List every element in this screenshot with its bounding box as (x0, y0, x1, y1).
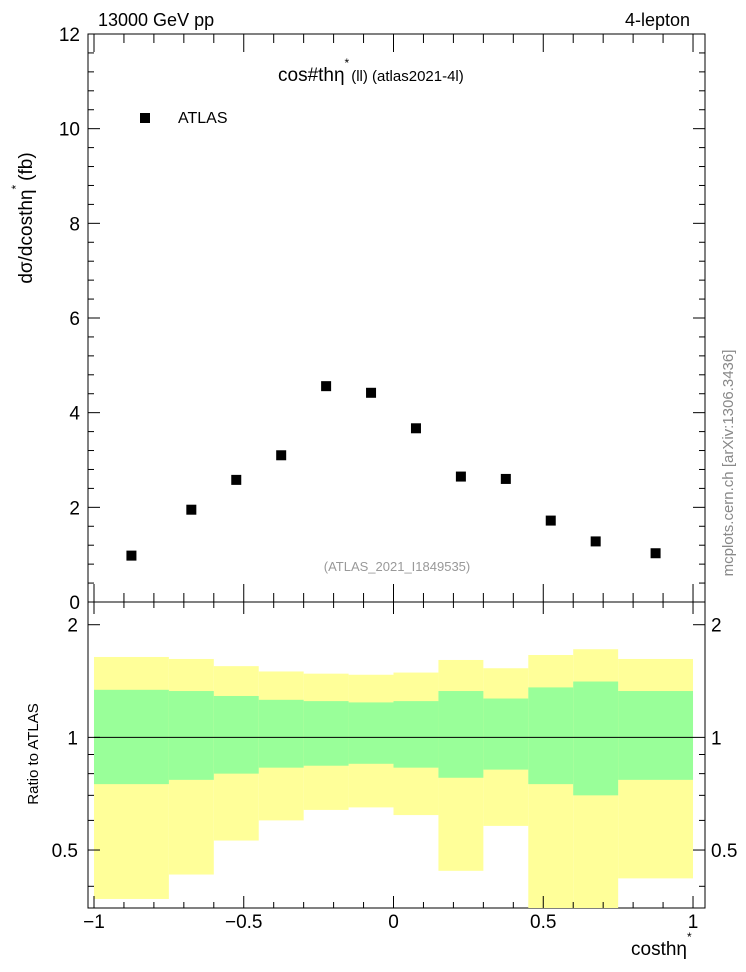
y-tick-label: 4 (69, 404, 80, 425)
ratio-band-inner-bin (573, 681, 619, 796)
y-tick-label: 0 (69, 593, 80, 614)
data-point (321, 381, 332, 392)
lower-plot-frame (87, 601, 706, 909)
ratio-band-inner-bin (393, 701, 439, 768)
data-point (186, 504, 197, 515)
analysis-id: (ATLAS_2021_I1849535) (324, 559, 470, 574)
ratio-band-inner-bin (438, 691, 484, 778)
data-point (590, 536, 601, 547)
ratio-y-tick-label-right: 2 (711, 616, 722, 637)
x-tick-label: 0.5 (530, 912, 556, 933)
ratio-y-tick-label-right: 1 (711, 728, 722, 749)
energy-label: 13000 GeV pp (98, 10, 214, 30)
upper-y-axis-label-main: dσ/dcosthη (16, 190, 37, 284)
ratio-band-inner-bin (168, 691, 214, 780)
data-points (126, 381, 661, 561)
legend-label-atlas: ATLAS (178, 110, 228, 127)
ratio-y-tick-label-left: 2 (67, 616, 78, 637)
data-point (455, 471, 466, 482)
ratio-band-inner-bin (348, 702, 394, 764)
ratio-band-inner-bin (213, 695, 259, 774)
ratio-band-inner-bin (303, 701, 349, 766)
legend-marker (140, 113, 150, 123)
y-tick-label: 2 (69, 498, 80, 519)
y-tick-label: 6 (69, 309, 80, 330)
upper-y-axis-label-sup: * (9, 185, 23, 190)
plot-title: cos#thη*(ll) (atlas2021-4l) (278, 56, 464, 86)
ratio-y-tick-label-left: 0.5 (52, 841, 78, 862)
plot-title-suffix: (ll) (atlas2021-4l) (351, 68, 464, 85)
upper-axis-ticks: 0 2 4 6 8 10 12 (59, 25, 705, 614)
ratio-band-inner-bin (258, 699, 304, 768)
upper-y-axis-label: dσ/dcosthη* (fb) (9, 152, 37, 283)
data-point (500, 473, 511, 484)
ratio-band-inner-bin (528, 687, 574, 785)
channel-label: 4-lepton (625, 10, 690, 30)
side-credit: mcplots.cern.ch [arXiv:1306.3436] (720, 350, 737, 577)
ratio-band-inner-bin (618, 691, 694, 780)
x-tick-label: 0 (388, 912, 399, 933)
data-point (650, 548, 661, 559)
data-point (366, 387, 377, 398)
ratio-band-inner-bin (483, 698, 529, 770)
plot-title-main: cos#thη (278, 65, 345, 86)
upper-y-axis-label-unit: (fb) (16, 152, 37, 181)
x-tick-label: −0.5 (225, 912, 263, 933)
data-point (126, 550, 137, 561)
y-tick-label: 10 (59, 120, 80, 141)
ratio-y-tick-label-right: 0.5 (711, 841, 737, 862)
x-tick-label: 1 (688, 912, 699, 933)
y-tick-label: 12 (59, 25, 80, 46)
x-axis-label-sup: * (687, 930, 692, 944)
data-point (545, 515, 556, 526)
ratio-bands (93, 649, 694, 908)
data-point (410, 423, 421, 434)
ratio-y-tick-label-left: 1 (67, 728, 78, 749)
lower-axis-ticks: −1 −0.5 0 0.5 1 0.5 0.5 1 1 2 2 (52, 602, 737, 933)
y-tick-label: 8 (69, 214, 80, 235)
data-point (231, 474, 242, 485)
plot-title-sup: * (345, 56, 350, 70)
x-axis-label-main: costhη (631, 939, 687, 960)
data-point (276, 450, 287, 461)
lower-y-axis-label: Ratio to ATLAS (25, 703, 42, 804)
x-axis-label: costhη* (631, 930, 692, 960)
x-tick-label: −1 (83, 912, 105, 933)
